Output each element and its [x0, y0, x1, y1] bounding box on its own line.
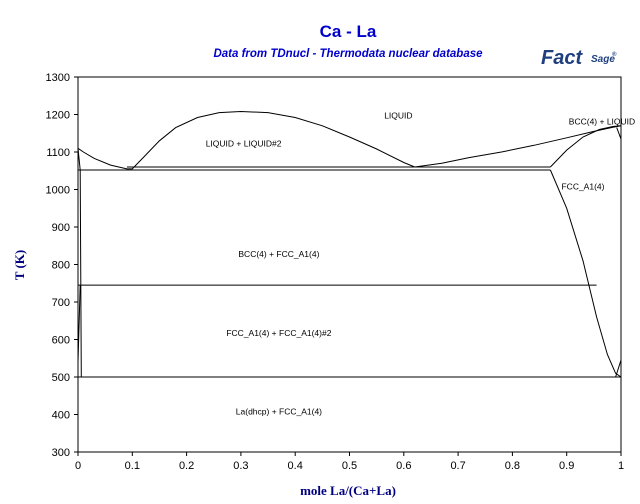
logo-main-text: Fact — [541, 47, 583, 69]
phase-label: La(dhcp) + FCC_A1(4) — [236, 407, 322, 417]
y-tick-label: 900 — [52, 222, 70, 234]
phase-label: BCC(4) + FCC_A1(4) — [238, 249, 319, 259]
phase-label: FCC_A1(4) — [561, 182, 604, 192]
boundary-bcc_liquid_boundary — [550, 125, 622, 168]
x-tick-label: 0.7 — [450, 460, 465, 472]
plot-frame — [77, 76, 622, 453]
y-tick-label: 600 — [52, 335, 70, 347]
x-axis-label: mole La/(Ca+La) — [300, 483, 396, 498]
boundary-fcc_solvus — [549, 169, 622, 378]
boundary-la_side_boundary — [616, 127, 622, 140]
phase-label: LIQUID + LIQUID#2 — [206, 138, 282, 148]
x-tick-label: 0.8 — [505, 460, 520, 472]
x-axis: 0 0.1 0.2 0.3 0.4 0.5 0.6 0.7 0.8 0.9 1 — [75, 452, 624, 472]
phase-label: BCC(4) + LIQUID — [569, 116, 635, 126]
y-tick-label: 800 — [52, 260, 70, 272]
chart-title: Ca - La — [320, 22, 377, 41]
boundary-ca_side_low — [77, 285, 81, 363]
boundary-liquidus_right — [414, 125, 622, 168]
y-tick-label: 700 — [52, 297, 70, 309]
x-tick-label: 0.6 — [396, 460, 411, 472]
boundary-miscibility_gap — [77, 110, 415, 170]
factsage-logo: Fact Sage ® — [541, 47, 617, 69]
y-tick-label: 300 — [52, 447, 70, 459]
y-tick-label: 1200 — [46, 110, 70, 122]
phase-boundaries — [77, 110, 622, 378]
boundary-la_side_low — [615, 359, 622, 378]
y-axis-label: T (K) — [12, 250, 27, 280]
phase-labels: LIQUID LIQUID + LIQUID#2 BCC(4) + LIQUID FC… — [206, 110, 635, 416]
y-tick-label: 500 — [52, 372, 70, 384]
y-axis: 300 400 500 600 700 800 900 1000 1100 1200 1300 — [46, 72, 78, 459]
y-tick-label: 1300 — [46, 72, 70, 84]
x-tick-label: 0.1 — [125, 460, 140, 472]
x-tick-label: 0 — [75, 460, 81, 472]
x-tick-label: 0.9 — [559, 460, 574, 472]
y-tick-label: 400 — [52, 410, 70, 422]
logo-sub-text: Sage — [591, 54, 615, 65]
phase-label: FCC_A1(4) + FCC_A1(4)#2 — [226, 328, 331, 338]
y-tick-label: 1000 — [46, 185, 70, 197]
y-tick-label: 1100 — [46, 147, 70, 159]
chart-subtitle: Data from TDnucl - Thermodata nuclear da… — [213, 48, 483, 60]
logo-mark: ® — [612, 51, 617, 58]
x-tick-label: 0.3 — [233, 460, 248, 472]
x-tick-label: 0.5 — [342, 460, 357, 472]
x-tick-label: 0.4 — [288, 460, 303, 472]
phase-label: LIQUID — [384, 110, 412, 120]
x-tick-label: 0.2 — [179, 460, 194, 472]
x-tick-label: 1 — [618, 460, 624, 472]
